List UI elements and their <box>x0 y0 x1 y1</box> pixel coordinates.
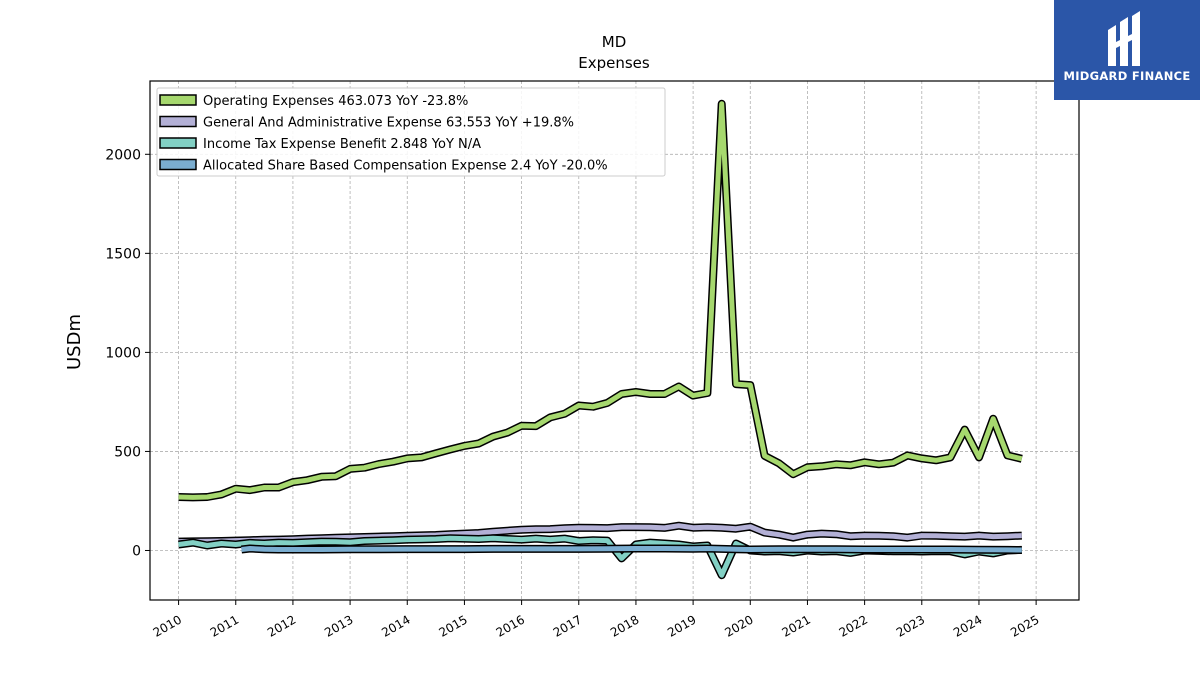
y-axis-label: USDm <box>64 314 85 370</box>
legend-swatch <box>159 94 197 106</box>
legend-box <box>156 87 666 177</box>
x-tick-label: 2019 <box>665 612 698 639</box>
x-tick-label: 2014 <box>379 612 412 639</box>
legend-label: Operating Expenses 463.073 YoY -23.8% <box>203 94 468 109</box>
series-line-1 <box>178 99 1023 502</box>
series-path <box>178 101 1023 500</box>
x-tick-label: 2010 <box>151 612 184 639</box>
y-tick-label: 1500 <box>105 246 141 262</box>
brand-logo: MIDGARD FINANCE <box>1054 0 1200 100</box>
x-tick-label: 2022 <box>837 612 870 639</box>
legend-swatch <box>159 137 197 149</box>
x-tick-label: 2012 <box>265 612 298 639</box>
tick-layer: 0 500 1000 1500 2000 2010 2011 2012 2013 2014 2015… <box>105 147 1041 640</box>
plot-frame <box>149 80 1080 601</box>
chart-subtitle: Expenses <box>578 54 650 72</box>
legend-swatch <box>159 115 197 128</box>
legend-label: Income Tax Expense Benefit 2.848 YoY N/A <box>203 137 481 152</box>
x-tick-label: 2023 <box>894 612 927 639</box>
x-tick-label: 2016 <box>494 612 527 639</box>
y-tick-label: 500 <box>114 444 141 460</box>
x-tick-label: 2015 <box>436 612 469 639</box>
x-tick-label: 2013 <box>322 612 355 639</box>
y-tick-label: 2000 <box>105 147 141 163</box>
legend-swatch <box>159 158 197 171</box>
x-tick-label: 2024 <box>951 612 984 639</box>
series-line-4 <box>241 544 1022 554</box>
x-tick-label: 2025 <box>1008 612 1041 639</box>
x-tick-label: 2020 <box>722 612 755 639</box>
x-tick-label: 2011 <box>208 612 241 639</box>
x-tick-label: 2021 <box>779 612 812 639</box>
legend: Operating Expenses 463.073 YoY -23.8% Gen… <box>156 87 666 177</box>
legend-label: General And Administrative Expense 63.55… <box>203 116 574 131</box>
brand-name: MIDGARD FINANCE <box>1063 69 1191 83</box>
y-tick-label: 1000 <box>105 345 141 361</box>
x-tick-label: 2018 <box>608 612 641 639</box>
series-line-3 <box>178 534 1022 580</box>
series-path <box>241 546 1022 553</box>
series-layer <box>178 99 1023 580</box>
y-tick-label: 0 <box>132 543 141 559</box>
legend-label: Allocated Share Based Compensation Expen… <box>203 159 608 174</box>
brand-mark-icon <box>1108 11 1140 66</box>
x-tick-label: 2017 <box>551 612 584 639</box>
chart-title: MD <box>602 33 627 51</box>
